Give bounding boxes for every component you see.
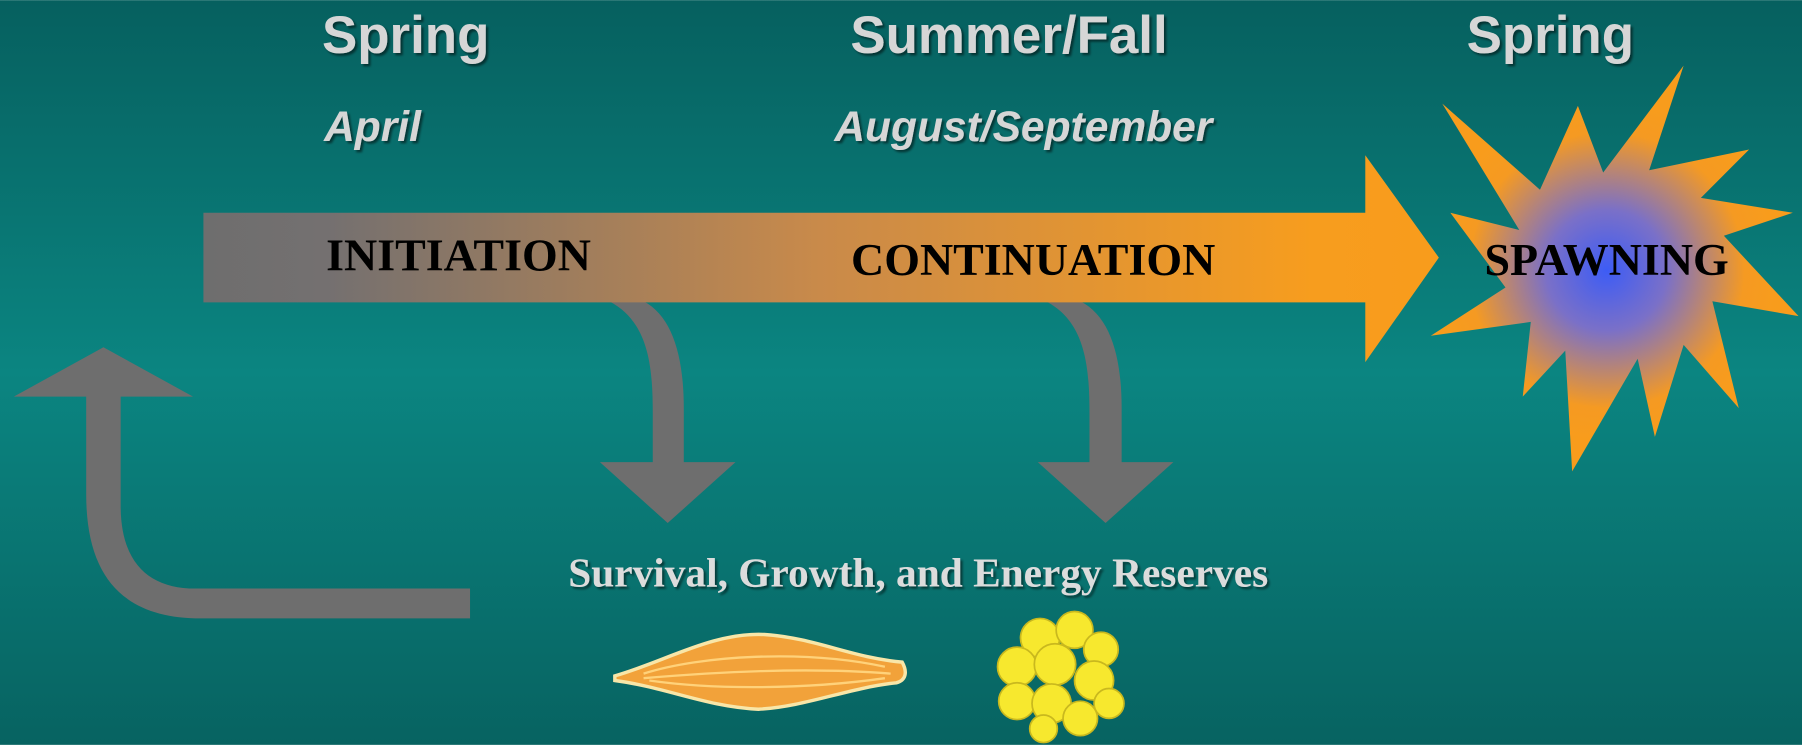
season-label: Spring	[1467, 6, 1634, 65]
month-label: August/September	[833, 104, 1214, 151]
page: Spring Summer/Fall Spring April August/S…	[0, 0, 1802, 745]
season-label: Spring	[322, 6, 489, 65]
stage-label: SPAWNING	[1484, 234, 1728, 285]
season-label: Summer/Fall	[850, 6, 1167, 65]
month-label: April	[323, 104, 422, 151]
stage-label: INITIATION	[326, 229, 591, 280]
diagram: Spring Summer/Fall Spring April August/S…	[0, 0, 1802, 745]
outcome-label: Survival, Growth, and Energy Reserves	[568, 550, 1268, 596]
stage-label: CONTINUATION	[851, 234, 1215, 285]
